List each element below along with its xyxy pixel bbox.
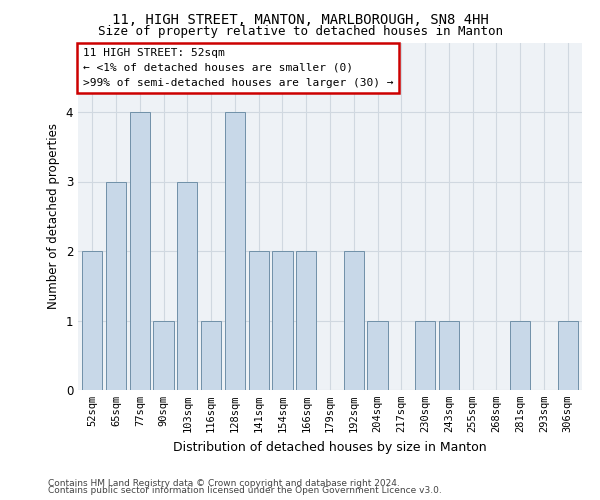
Bar xyxy=(557,320,578,390)
Bar xyxy=(367,320,388,390)
Bar xyxy=(130,112,150,390)
Bar xyxy=(201,320,221,390)
Bar xyxy=(510,320,530,390)
Y-axis label: Number of detached properties: Number of detached properties xyxy=(47,123,60,309)
Bar xyxy=(415,320,435,390)
Bar xyxy=(82,251,103,390)
Bar xyxy=(272,251,293,390)
Bar xyxy=(154,320,173,390)
Bar xyxy=(177,182,197,390)
Text: Contains HM Land Registry data © Crown copyright and database right 2024.: Contains HM Land Registry data © Crown c… xyxy=(48,478,400,488)
X-axis label: Distribution of detached houses by size in Manton: Distribution of detached houses by size … xyxy=(173,440,487,454)
Bar xyxy=(106,182,126,390)
Bar xyxy=(344,251,364,390)
Bar xyxy=(248,251,269,390)
Text: 11 HIGH STREET: 52sqm
← <1% of detached houses are smaller (0)
>99% of semi-deta: 11 HIGH STREET: 52sqm ← <1% of detached … xyxy=(83,48,393,88)
Bar xyxy=(296,251,316,390)
Text: 11, HIGH STREET, MANTON, MARLBOROUGH, SN8 4HH: 11, HIGH STREET, MANTON, MARLBOROUGH, SN… xyxy=(112,12,488,26)
Bar xyxy=(439,320,459,390)
Text: Contains public sector information licensed under the Open Government Licence v3: Contains public sector information licen… xyxy=(48,486,442,495)
Text: Size of property relative to detached houses in Manton: Size of property relative to detached ho… xyxy=(97,25,503,38)
Bar xyxy=(225,112,245,390)
